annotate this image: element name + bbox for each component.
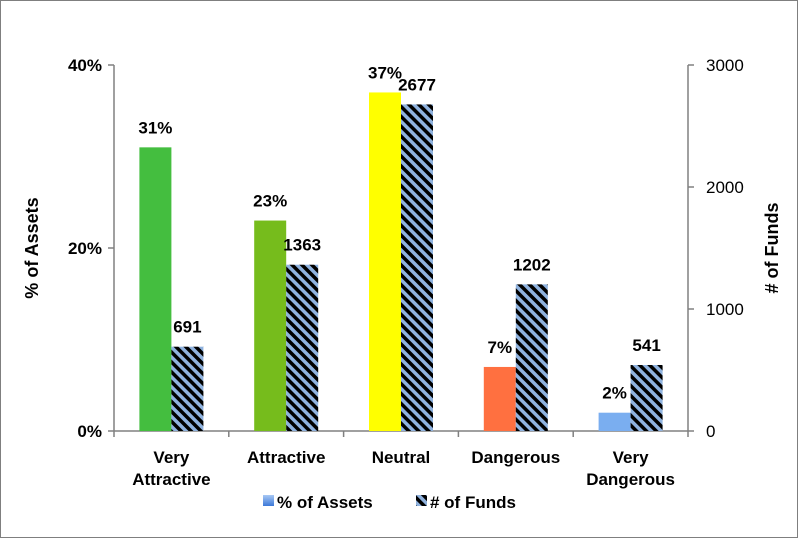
legend: % of Assets # of Funds (263, 493, 516, 512)
assets-bar (598, 412, 631, 431)
funds-bar (286, 264, 319, 431)
left-tick-label: 20% (68, 239, 102, 258)
category-label: Attractive (132, 470, 210, 489)
assets-data-label: 23% (253, 192, 287, 211)
assets-data-label: 31% (138, 118, 172, 137)
category-label: Very (153, 448, 189, 467)
funds-data-label: 1202 (513, 255, 551, 274)
legend-swatch-funds (416, 495, 427, 506)
funds-bar (630, 364, 663, 431)
right-tick-label: 2000 (706, 178, 744, 197)
assets-data-label: 2% (602, 384, 627, 403)
assets-bar (254, 220, 287, 431)
legend-label-funds: # of Funds (430, 493, 516, 512)
legend-label-assets: % of Assets (277, 493, 373, 512)
assets-data-label: 37% (368, 63, 402, 82)
category-label: Very (613, 448, 649, 467)
right-tick-label: 1000 (706, 300, 744, 319)
y-axis-title-right: # of Funds (762, 203, 782, 294)
assets-data-label: 7% (488, 338, 513, 357)
left-tick-label: 40% (68, 56, 102, 75)
legend-swatch-assets (263, 495, 274, 506)
left-tick-label: 0% (77, 422, 102, 441)
category-label: Neutral (372, 448, 431, 467)
right-tick-label: 0 (706, 422, 715, 441)
funds-data-label: 1363 (283, 236, 321, 255)
assets-bar (369, 92, 401, 431)
funds-data-label: 691 (173, 318, 201, 337)
assets-bar (483, 366, 516, 431)
category-label: Attractive (247, 448, 325, 467)
axes: 0% 20% 40% 0 1000 2000 3000 % of Assets # of Fun… (22, 56, 782, 489)
funds-data-label: 2677 (398, 75, 436, 94)
funds-bar (401, 104, 433, 431)
category-label: Dangerous (471, 448, 560, 467)
right-tick-label: 3000 (706, 56, 744, 75)
assets-bar (139, 147, 172, 431)
y-axis-title-left: % of Assets (22, 197, 42, 298)
funds-data-label: 541 (632, 336, 660, 355)
funds-bar (171, 346, 204, 431)
bars (139, 92, 663, 431)
data-labels: 31% 691 23% 1363 37%2677 7% 1202 2% 541 (138, 63, 660, 402)
category-label: Dangerous (586, 470, 675, 489)
funds-bar (515, 284, 548, 431)
